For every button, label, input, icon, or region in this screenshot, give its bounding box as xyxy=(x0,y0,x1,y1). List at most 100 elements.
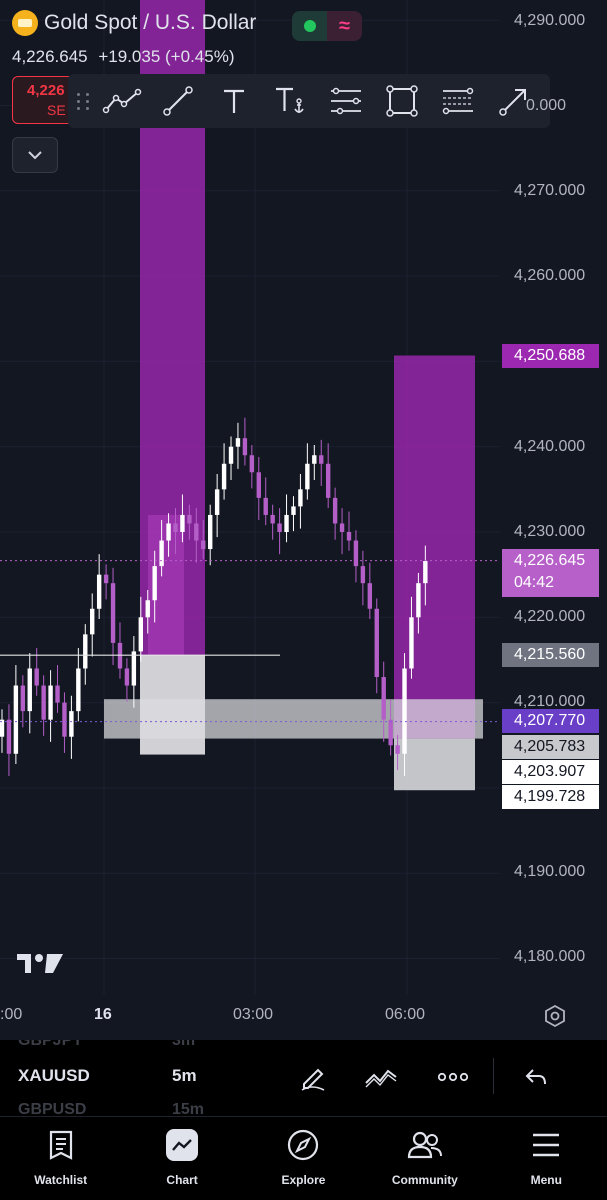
horizontal-lines xyxy=(0,560,500,723)
candle-body xyxy=(208,514,213,550)
price-axis-label: 4,230.000 xyxy=(514,523,586,540)
zone-rect xyxy=(394,355,475,739)
candle-body xyxy=(360,566,366,584)
price-tag-mark[interactable]: 4,207.770 xyxy=(502,709,599,733)
candle-body xyxy=(409,617,414,669)
candle-body xyxy=(55,685,60,703)
rectangle-tool[interactable] xyxy=(374,74,430,128)
price-tag-value: 4,215.560 xyxy=(514,646,586,663)
candle-body xyxy=(159,540,164,567)
candle-body xyxy=(319,455,324,464)
undo-icon xyxy=(525,1069,546,1085)
drawing-toolbar[interactable] xyxy=(68,74,550,128)
zone-rect xyxy=(104,699,483,739)
candle-body xyxy=(277,523,282,532)
zone-rect xyxy=(394,738,475,791)
price-axis-label: 4,270.000 xyxy=(514,182,586,199)
undo-button[interactable] xyxy=(519,1060,553,1094)
anchored-text-icon xyxy=(276,87,304,113)
candle-body xyxy=(325,463,331,498)
rectangle-icon xyxy=(386,85,418,117)
nav-explore[interactable]: Explore xyxy=(243,1117,364,1200)
trend-path-icon xyxy=(102,88,142,114)
compass-icon xyxy=(285,1127,321,1163)
parallel-channel-tool[interactable] xyxy=(318,74,374,128)
trend-path-tool[interactable] xyxy=(94,74,150,128)
candle-body xyxy=(69,711,74,737)
drag-handle-icon[interactable] xyxy=(74,86,94,116)
timeframe[interactable]: 5m xyxy=(172,1066,197,1085)
quote-line: 4,226.645 +19.035 (+0.45%) xyxy=(12,47,234,67)
price-tag-grey-bottom[interactable]: 4,199.728 xyxy=(502,785,599,809)
price-tag-value: 4,203.907 xyxy=(514,763,586,780)
arrow-tool[interactable] xyxy=(486,74,542,128)
candle-body xyxy=(214,489,220,515)
ghost-symbol-below: GBPUSD xyxy=(18,1101,87,1116)
candle-body xyxy=(291,506,296,515)
price-tag-value: 4,207.770 xyxy=(514,712,586,729)
candle-body xyxy=(416,583,421,618)
nav-chart[interactable]: Chart xyxy=(121,1117,242,1200)
candle-body xyxy=(201,540,206,550)
nav-watchlist[interactable]: Watchlist xyxy=(0,1117,121,1200)
text-tool[interactable] xyxy=(206,74,262,128)
price-axis-label: 0.000 xyxy=(526,97,567,114)
time-axis-label: 06:00 xyxy=(385,1006,426,1023)
trend-line-tool[interactable] xyxy=(150,74,206,128)
axis-settings-icon[interactable] xyxy=(543,1004,567,1028)
candle-body xyxy=(145,600,150,618)
price-axis-label: 4,190.000 xyxy=(514,863,586,880)
price-tag-line[interactable]: 4,215.560 xyxy=(502,643,599,667)
chart-area[interactable]: Gold Spot / U.S. Dollar ≈ 4,226.645 +19.… xyxy=(0,0,607,1040)
price-tag-grey-top[interactable]: 4,203.907 xyxy=(502,760,599,784)
symbol-name[interactable]: XAUUSD xyxy=(18,1066,90,1085)
price-chart[interactable] xyxy=(0,0,607,1040)
gold-bar-icon xyxy=(12,10,38,36)
price-tag-current[interactable]: 4,226.645 04:42 xyxy=(502,549,599,597)
fib-retracement-tool[interactable] xyxy=(430,74,486,128)
candle-body xyxy=(187,514,192,524)
last-price: 4,226.645 xyxy=(12,47,88,66)
sell-price: 4,226 xyxy=(27,82,65,99)
collapse-button[interactable] xyxy=(12,137,58,173)
price-axis-label: 4,260.000 xyxy=(514,267,586,284)
price-tag-value: 4,199.728 xyxy=(514,788,586,805)
time-axis-label: 16 xyxy=(94,1006,112,1023)
indicators-button[interactable] xyxy=(364,1060,398,1094)
price-tag-zone-top[interactable]: 4,250.688 xyxy=(502,344,599,368)
candle-body xyxy=(305,463,310,490)
nav-menu[interactable]: Menu xyxy=(486,1117,607,1200)
market-open-dot-icon xyxy=(303,20,316,32)
price-axis-label: 4,210.000 xyxy=(514,693,586,710)
drawing-pen-button[interactable] xyxy=(296,1060,330,1094)
sell-button[interactable]: 4,226 SE xyxy=(12,76,74,124)
candle-body xyxy=(256,472,261,498)
nav-community[interactable]: Community xyxy=(364,1117,485,1200)
candle-body xyxy=(48,685,53,720)
arrow-icon xyxy=(499,89,526,116)
candle-body xyxy=(374,608,379,678)
anchored-text-tool[interactable] xyxy=(262,74,318,128)
candle-body xyxy=(83,634,88,669)
candle-body xyxy=(346,532,352,541)
time-axis-label: 03:00 xyxy=(233,1006,274,1023)
more-button[interactable] xyxy=(436,1060,470,1094)
candle-body xyxy=(110,583,116,643)
wave-icon: ≈ xyxy=(339,14,350,37)
candle-body xyxy=(173,523,178,532)
symbol-header[interactable]: Gold Spot / U.S. Dollar xyxy=(12,10,256,36)
candle-body xyxy=(62,702,67,737)
candle-body xyxy=(13,685,19,754)
ghost-symbol-above: GBPJPY xyxy=(18,1040,83,1049)
market-status-pill[interactable]: ≈ xyxy=(292,11,362,41)
bottom-nav[interactable]: Watchlist Chart Explore Community Menu xyxy=(0,1116,607,1200)
candle-body xyxy=(20,685,26,712)
symbol-bar[interactable]: GBPJPY 3m XAUUSD 5m GBPUSD 15m xyxy=(0,1040,607,1116)
ghost-tf-above: 3m xyxy=(172,1040,196,1049)
symbol-title: Gold Spot / U.S. Dollar xyxy=(44,11,257,34)
candle-body xyxy=(228,446,234,464)
candle-body xyxy=(298,489,303,507)
watchlist-icon xyxy=(43,1127,79,1163)
price-tag-zone-bottom[interactable]: 4,205.783 xyxy=(502,735,599,759)
candle-body xyxy=(332,497,338,524)
